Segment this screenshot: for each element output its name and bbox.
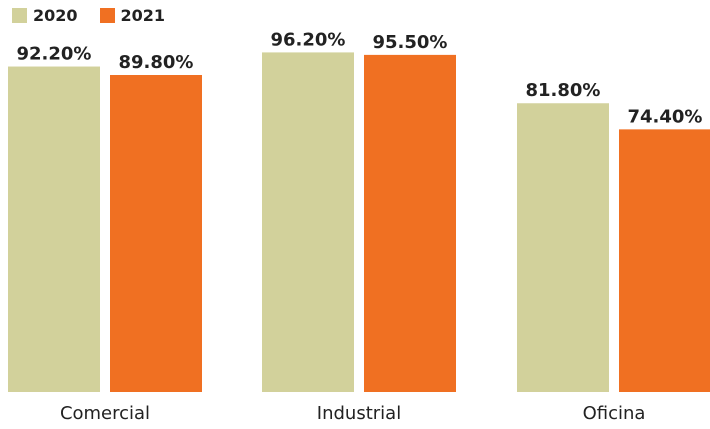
legend-label-2021: 2021 [120, 6, 166, 25]
legend-label-2020: 2020 [33, 6, 78, 25]
legend-swatch-2021 [99, 8, 115, 23]
legend: 2020 2021 [12, 6, 165, 25]
bar-comercial-2021 [110, 75, 202, 393]
category-label-industrial: Industrial [317, 403, 401, 424]
data-label-oficina-2021: 74.40% [628, 106, 703, 127]
legend-swatch-2020 [12, 8, 27, 23]
bar-oficina-2020 [517, 103, 609, 392]
data-label-comercial-2021: 89.80% [119, 52, 194, 73]
bar-oficina-2021 [619, 129, 710, 393]
legend-item-2020: 2020 [12, 6, 78, 25]
data-label-industrial-2021: 95.50% [373, 32, 448, 53]
data-label-comercial-2020: 92.20% [17, 44, 92, 65]
category-label-oficina: Oficina [583, 403, 646, 424]
bar-industrial-2020 [262, 52, 354, 392]
legend-item-2021: 2021 [99, 6, 166, 25]
data-label-industrial-2020: 96.20% [271, 29, 346, 50]
category-label-comercial: Comercial [60, 403, 150, 424]
bar-industrial-2021 [364, 54, 456, 392]
data-label-oficina-2020: 81.80% [526, 80, 601, 101]
bar-comercial-2020 [8, 66, 100, 392]
